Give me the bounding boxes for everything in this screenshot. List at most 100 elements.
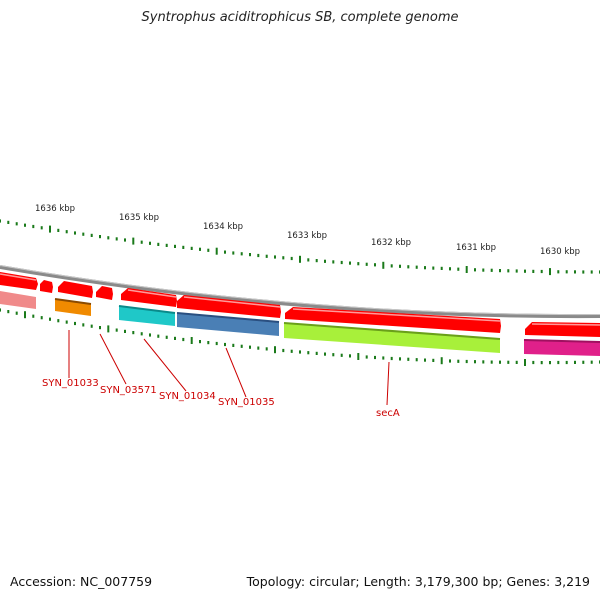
tick-minor: [390, 264, 393, 268]
tick-minor: [282, 256, 285, 260]
tick-minor: [7, 310, 10, 314]
tick-minor: [557, 360, 560, 365]
tick-major: [107, 325, 110, 333]
tick-major: [440, 357, 443, 365]
gene-label-syn-01034: SYN_01034: [159, 391, 216, 402]
tick-minor: [132, 331, 135, 335]
tick-minor: [482, 360, 485, 364]
tick-minor: [265, 347, 268, 351]
tick-minor: [565, 360, 568, 365]
tick-major: [549, 268, 551, 276]
tick-minor: [374, 263, 376, 267]
tick-minor: [340, 353, 343, 357]
gene-forward-7[interactable]: [285, 307, 501, 333]
tick-minor: [590, 270, 593, 274]
tick-minor: [590, 360, 593, 364]
gene-seca[interactable]: [284, 323, 500, 353]
gene-forward-6[interactable]: [177, 295, 281, 318]
gene-forward-5[interactable]: [121, 288, 177, 307]
tick-minor: [240, 252, 243, 256]
tick-major: [215, 247, 218, 255]
tick-minor: [165, 335, 168, 339]
tick-minor: [482, 268, 485, 272]
gene-syn-01035[interactable]: [177, 313, 279, 336]
tick-major: [465, 266, 468, 273]
leader-syn-01034: [143, 338, 187, 392]
tick-minor: [190, 246, 193, 250]
kbp-label-1635: 1635 kbp: [119, 213, 159, 223]
gene-left-fragment[interactable]: [0, 291, 36, 309]
kbp-label-1634: 1634 kbp: [203, 222, 243, 232]
tick-minor: [315, 259, 318, 263]
tick-minor: [115, 237, 118, 241]
tick-minor: [215, 341, 218, 346]
tick-minor: [299, 350, 301, 354]
tick-minor: [149, 241, 151, 245]
tick-minor: [324, 259, 326, 263]
tick-minor: [549, 361, 551, 365]
tick-minor: [182, 245, 185, 249]
tick-minor: [457, 359, 460, 363]
tick-minor: [582, 270, 585, 274]
tick-minor: [557, 270, 560, 274]
tick-minor: [499, 269, 501, 273]
tick-minor: [474, 360, 476, 364]
leader-syn-01035: [225, 347, 247, 398]
tick-minor: [207, 248, 210, 252]
tick-major: [382, 261, 385, 269]
tick-minor: [407, 357, 410, 361]
gene-forward-8[interactable]: [525, 322, 600, 337]
tick-minor: [90, 324, 93, 328]
tick-minor: [107, 236, 110, 240]
gene-right-fragment[interactable]: [524, 340, 600, 356]
tick-minor: [249, 253, 251, 257]
gene-label-syn-01033: SYN_01033: [42, 378, 99, 389]
tick-minor: [0, 219, 1, 223]
tick-minor: [574, 270, 576, 274]
tick-minor: [307, 258, 310, 262]
tick-minor: [465, 359, 468, 364]
tick-minor: [182, 337, 185, 342]
tick-major: [274, 346, 276, 354]
tick-minor: [374, 355, 376, 360]
tick-minor: [65, 230, 68, 234]
tick-minor: [32, 224, 35, 229]
tick-minor: [265, 254, 268, 258]
tick-minor: [232, 343, 235, 347]
tick-minor: [99, 326, 101, 330]
tick-minor: [249, 345, 251, 349]
tick-minor: [332, 353, 335, 357]
gene-syn-01034[interactable]: [119, 306, 175, 326]
tick-minor: [290, 256, 293, 261]
tick-minor: [157, 334, 160, 338]
topology-text: Topology: circular; Length: 3,179,300 bp…: [246, 574, 590, 589]
genome-backbone: [0, 265, 600, 319]
tick-minor: [382, 356, 385, 360]
gene-label-seca: secA: [376, 408, 400, 419]
tick-minor: [324, 352, 326, 356]
tick-minor: [582, 360, 585, 364]
tick-major: [190, 337, 193, 344]
tick-minor: [365, 355, 368, 359]
tick-minor: [82, 323, 85, 327]
tick-minor: [490, 360, 493, 364]
tick-minor: [449, 359, 451, 363]
tick-minor: [399, 264, 401, 268]
gene-forward-4[interactable]: [96, 286, 113, 300]
tick-minor: [349, 354, 351, 358]
tick-minor: [115, 328, 118, 332]
tick-minor: [90, 233, 93, 237]
gene-forward-3[interactable]: [58, 281, 93, 298]
tick-major: [524, 359, 526, 366]
tick-major: [299, 255, 301, 263]
ticks-inner: [0, 308, 600, 366]
tick-minor: [49, 317, 51, 321]
kbp-label-1630: 1630 kbp: [540, 247, 580, 257]
gene-forward-2[interactable]: [40, 280, 53, 293]
tick-minor: [124, 238, 126, 242]
tick-minor: [365, 262, 368, 266]
tick-minor: [399, 357, 401, 361]
tick-minor: [199, 340, 201, 344]
gene-forward-1[interactable]: [0, 272, 38, 290]
